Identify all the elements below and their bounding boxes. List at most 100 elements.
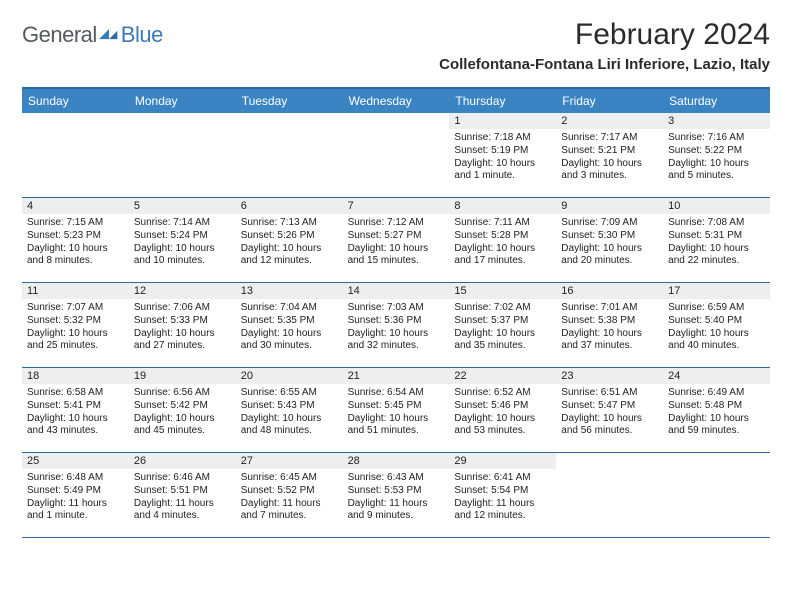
day-cell: 18Sunrise: 6:58 AMSunset: 5:41 PMDayligh… xyxy=(22,368,129,452)
day-cell xyxy=(129,113,236,197)
daylight-text: Daylight: 10 hours and 56 minutes. xyxy=(561,413,658,439)
daylight-text: Daylight: 11 hours and 12 minutes. xyxy=(454,498,551,524)
day-details: Sunrise: 7:03 AMSunset: 5:36 PMDaylight:… xyxy=(348,302,445,353)
sunset-text: Sunset: 5:35 PM xyxy=(241,315,338,328)
sunrise-text: Sunrise: 7:13 AM xyxy=(241,217,338,230)
logo-mark-icon xyxy=(99,27,119,43)
day-cell xyxy=(343,113,450,197)
day-number: 19 xyxy=(129,368,236,384)
sunset-text: Sunset: 5:54 PM xyxy=(454,485,551,498)
day-cell: 16Sunrise: 7:01 AMSunset: 5:38 PMDayligh… xyxy=(556,283,663,367)
daylight-text: Daylight: 10 hours and 30 minutes. xyxy=(241,328,338,354)
day-details: Sunrise: 6:46 AMSunset: 5:51 PMDaylight:… xyxy=(134,472,231,523)
day-cell: 17 Sunrise: 6:59 AMSunset: 5:40 PMDayligh… xyxy=(663,283,770,367)
day-details: Sunrise: 6:59 AMSunset: 5:40 PMDaylight:… xyxy=(668,302,765,353)
sunrise-text: Sunrise: 6:41 AM xyxy=(454,472,551,485)
day-details: Sunrise: 6:56 AMSunset: 5:42 PMDaylight:… xyxy=(134,387,231,438)
day-number: 9 xyxy=(556,198,663,214)
sunset-text: Sunset: 5:19 PM xyxy=(454,145,551,158)
logo: General Blue xyxy=(22,18,163,48)
sunset-text: Sunset: 5:51 PM xyxy=(134,485,231,498)
daylight-text: Daylight: 10 hours and 10 minutes. xyxy=(134,243,231,269)
daylight-text: Daylight: 10 hours and 15 minutes. xyxy=(348,243,445,269)
page-title: February 2024 xyxy=(439,18,770,52)
day-details: Sunrise: 7:11 AMSunset: 5:28 PMDaylight:… xyxy=(454,217,551,268)
day-cell: 4 Sunrise: 7:15 AMSunset: 5:23 PMDaylight… xyxy=(22,198,129,282)
day-details: Sunrise: 6:41 AMSunset: 5:54 PMDaylight:… xyxy=(454,472,551,523)
sunset-text: Sunset: 5:47 PM xyxy=(561,400,658,413)
day-details: Sunrise: 7:15 AMSunset: 5:23 PMDaylight:… xyxy=(27,217,124,268)
day-header-row: Sunday Monday Tuesday Wednesday Thursday… xyxy=(22,89,770,113)
day-number: 14 xyxy=(343,283,450,299)
day-cell: 23 Sunrise: 6:51 AMSunset: 5:47 PMDayligh… xyxy=(556,368,663,452)
daylight-text: Daylight: 11 hours and 7 minutes. xyxy=(241,498,338,524)
sunrise-text: Sunrise: 7:08 AM xyxy=(668,217,765,230)
sunset-text: Sunset: 5:21 PM xyxy=(561,145,658,158)
day-number: 2 xyxy=(556,113,663,129)
sunrise-text: Sunrise: 6:48 AM xyxy=(27,472,124,485)
daylight-text: Daylight: 10 hours and 32 minutes. xyxy=(348,328,445,354)
day-details: Sunrise: 6:51 AMSunset: 5:47 PMDaylight:… xyxy=(561,387,658,438)
day-cell: 7Sunrise: 7:12 AMSunset: 5:27 PMDaylight… xyxy=(343,198,450,282)
day-number: 25 xyxy=(22,453,129,469)
sunset-text: Sunset: 5:52 PM xyxy=(241,485,338,498)
week-row: 11Sunrise: 7:07 AMSunset: 5:32 PMDayligh… xyxy=(22,283,770,368)
daylight-text: Daylight: 10 hours and 43 minutes. xyxy=(27,413,124,439)
daylight-text: Daylight: 11 hours and 4 minutes. xyxy=(134,498,231,524)
day-number: 20 xyxy=(236,368,343,384)
sunrise-text: Sunrise: 6:54 AM xyxy=(348,387,445,400)
sunrise-text: Sunrise: 7:06 AM xyxy=(134,302,231,315)
day-number: 4 xyxy=(22,198,129,214)
day-cell: 5Sunrise: 7:14 AMSunset: 5:24 PMDaylight… xyxy=(129,198,236,282)
daylight-text: Daylight: 10 hours and 51 minutes. xyxy=(348,413,445,439)
sunrise-text: Sunrise: 6:58 AM xyxy=(27,387,124,400)
calendar: Sunday Monday Tuesday Wednesday Thursday… xyxy=(22,87,770,538)
day-cell: 3 Sunrise: 7:16 AMSunset: 5:22 PMDaylight… xyxy=(663,113,770,197)
day-cell: 1Sunrise: 7:18 AMSunset: 5:19 PMDaylight… xyxy=(449,113,556,197)
day-number: 3 xyxy=(663,113,770,129)
day-details: Sunrise: 6:52 AMSunset: 5:46 PMDaylight:… xyxy=(454,387,551,438)
day-number: 17 xyxy=(663,283,770,299)
day-cell: 27Sunrise: 6:45 AMSunset: 5:52 PMDayligh… xyxy=(236,453,343,537)
day-number: 11 xyxy=(22,283,129,299)
day-cell: 28Sunrise: 6:43 AMSunset: 5:53 PMDayligh… xyxy=(343,453,450,537)
day-number: 5 xyxy=(129,198,236,214)
day-number: 6 xyxy=(236,198,343,214)
day-number: 23 xyxy=(556,368,663,384)
day-cell: 6 Sunrise: 7:13 AMSunset: 5:26 PMDaylight… xyxy=(236,198,343,282)
day-details: Sunrise: 6:58 AMSunset: 5:41 PMDaylight:… xyxy=(27,387,124,438)
day-number: 10 xyxy=(663,198,770,214)
day-header: Friday xyxy=(556,89,663,113)
day-cell: 15Sunrise: 7:02 AMSunset: 5:37 PMDayligh… xyxy=(449,283,556,367)
day-details: Sunrise: 7:16 AMSunset: 5:22 PMDaylight:… xyxy=(668,132,765,183)
day-cell: 12Sunrise: 7:06 AMSunset: 5:33 PMDayligh… xyxy=(129,283,236,367)
day-cell xyxy=(663,453,770,537)
day-cell: 11Sunrise: 7:07 AMSunset: 5:32 PMDayligh… xyxy=(22,283,129,367)
week-row: 1Sunrise: 7:18 AMSunset: 5:19 PMDaylight… xyxy=(22,113,770,198)
day-details: Sunrise: 7:13 AMSunset: 5:26 PMDaylight:… xyxy=(241,217,338,268)
week-row: 4 Sunrise: 7:15 AMSunset: 5:23 PMDaylight… xyxy=(22,198,770,283)
sunrise-text: Sunrise: 7:04 AM xyxy=(241,302,338,315)
daylight-text: Daylight: 10 hours and 5 minutes. xyxy=(668,158,765,184)
weeks-container: 1Sunrise: 7:18 AMSunset: 5:19 PMDaylight… xyxy=(22,113,770,538)
sunset-text: Sunset: 5:37 PM xyxy=(454,315,551,328)
sunset-text: Sunset: 5:41 PM xyxy=(27,400,124,413)
week-row: 25 Sunrise: 6:48 AMSunset: 5:49 PM Dayligh… xyxy=(22,453,770,538)
sunrise-text: Sunrise: 7:03 AM xyxy=(348,302,445,315)
sunrise-text: Sunrise: 6:59 AM xyxy=(668,302,765,315)
sunset-text: Sunset: 5:49 PM xyxy=(27,485,124,498)
daylight-text: Daylight: 10 hours and 12 minutes. xyxy=(241,243,338,269)
sunrise-text: Sunrise: 6:52 AM xyxy=(454,387,551,400)
sunrise-text: Sunrise: 7:01 AM xyxy=(561,302,658,315)
sunset-text: Sunset: 5:32 PM xyxy=(27,315,124,328)
day-cell: 22Sunrise: 6:52 AMSunset: 5:46 PMDayligh… xyxy=(449,368,556,452)
day-cell: 9Sunrise: 7:09 AMSunset: 5:30 PMDaylight… xyxy=(556,198,663,282)
sunset-text: Sunset: 5:36 PM xyxy=(348,315,445,328)
day-cell: 29Sunrise: 6:41 AMSunset: 5:54 PMDayligh… xyxy=(449,453,556,537)
day-header: Tuesday xyxy=(236,89,343,113)
sunset-text: Sunset: 5:42 PM xyxy=(134,400,231,413)
day-number: 26 xyxy=(129,453,236,469)
sunset-text: Sunset: 5:31 PM xyxy=(668,230,765,243)
sunrise-text: Sunrise: 6:55 AM xyxy=(241,387,338,400)
day-details: Sunrise: 7:12 AMSunset: 5:27 PMDaylight:… xyxy=(348,217,445,268)
